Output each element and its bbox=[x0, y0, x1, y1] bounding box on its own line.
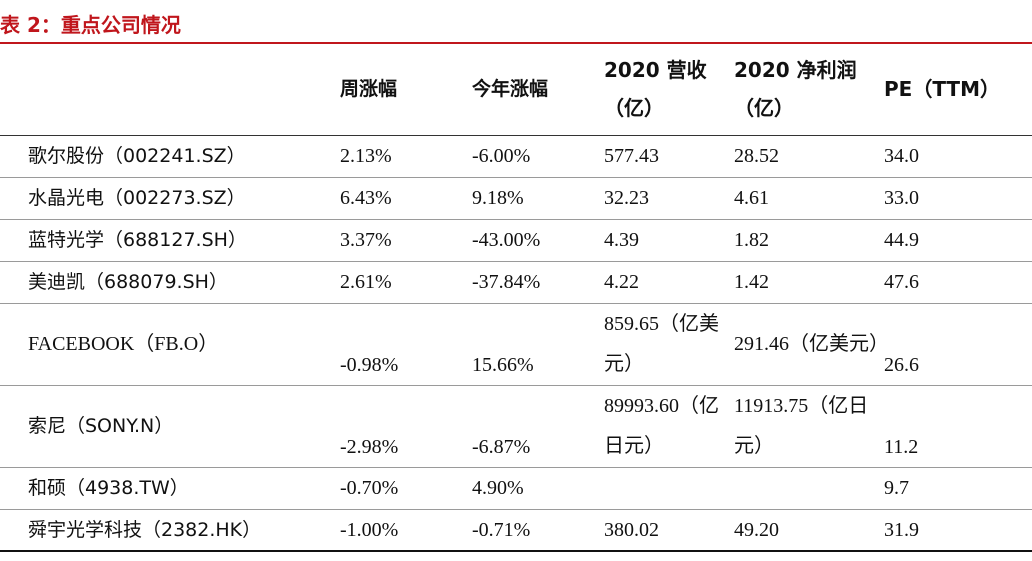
revenue bbox=[604, 467, 734, 509]
company-name: 蓝特光学（688127.SH） bbox=[28, 229, 247, 251]
weekly-change: -1.00% bbox=[340, 518, 399, 541]
ytd-change: 9.18% bbox=[472, 187, 524, 209]
weekly-change: -2.98% bbox=[340, 435, 399, 458]
revenue: 577.43 bbox=[604, 145, 659, 167]
company-name: 美迪凯（688079.SH） bbox=[28, 271, 228, 293]
net-profit bbox=[734, 467, 884, 509]
ytd-change: -43.00% bbox=[472, 229, 541, 251]
weekly-change: 2.13% bbox=[340, 145, 392, 167]
header-net-profit-line2: （亿） bbox=[734, 96, 794, 121]
net-profit: 1.42 bbox=[734, 271, 769, 293]
weekly-change: -0.98% bbox=[340, 353, 399, 376]
pe-ttm: 44.9 bbox=[884, 229, 919, 251]
net-profit: 11913.75（亿日元） bbox=[734, 395, 869, 457]
header-net-profit-line1: 2020 净利润 bbox=[734, 58, 857, 83]
header-ytd-change: 今年涨幅 bbox=[472, 78, 549, 101]
company-name: FACEBOOK（FB.O） bbox=[28, 333, 219, 355]
company-name: 歌尔股份（002241.SZ） bbox=[28, 145, 246, 167]
pe-ttm: 34.0 bbox=[884, 145, 919, 167]
company-name: 水晶光电（002273.SZ） bbox=[28, 187, 246, 209]
company-table: 周涨幅 今年涨幅 2020 营收 （亿） 2020 净利润 （亿） PE（TTM… bbox=[0, 44, 1032, 552]
table-row: 和硕（4938.TW） -0.70% 4.90% 9.7 bbox=[0, 467, 1032, 509]
weekly-change: -0.70% bbox=[340, 477, 399, 499]
table-header-row: 周涨幅 今年涨幅 2020 营收 （亿） 2020 净利润 （亿） PE（TTM… bbox=[0, 44, 1032, 135]
header-revenue-line2: （亿） bbox=[604, 96, 664, 121]
ytd-change: 15.66% bbox=[472, 353, 534, 376]
net-profit: 4.61 bbox=[734, 187, 769, 209]
title-rule bbox=[0, 42, 1032, 44]
table-row: 美迪凯（688079.SH） 2.61% -37.84% 4.22 1.42 4… bbox=[0, 261, 1032, 303]
ytd-change: -6.00% bbox=[472, 145, 531, 167]
net-profit: 49.20 bbox=[734, 518, 779, 541]
table-title: 表 2：重点公司情况 bbox=[0, 13, 181, 37]
pe-ttm: 9.7 bbox=[884, 477, 909, 499]
table-row: 水晶光电（002273.SZ） 6.43% 9.18% 32.23 4.61 3… bbox=[0, 177, 1032, 219]
header-weekly-change: 周涨幅 bbox=[340, 78, 398, 101]
header-net-profit: 2020 净利润 （亿） bbox=[734, 44, 884, 135]
weekly-change: 3.37% bbox=[340, 229, 392, 251]
company-name: 舜宇光学科技（2382.HK） bbox=[28, 518, 262, 541]
weekly-change: 6.43% bbox=[340, 187, 392, 209]
company-name: 和硕（4938.TW） bbox=[28, 477, 189, 499]
pe-ttm: 11.2 bbox=[884, 435, 919, 458]
table-row: 舜宇光学科技（2382.HK） -1.00% -0.71% 380.02 49.… bbox=[0, 509, 1032, 551]
table-row: 蓝特光学（688127.SH） 3.37% -43.00% 4.39 1.82 … bbox=[0, 219, 1032, 261]
revenue: 32.23 bbox=[604, 187, 649, 209]
revenue: 4.39 bbox=[604, 229, 639, 251]
revenue: 89993.60（亿日元） bbox=[604, 395, 719, 457]
ytd-change: -0.71% bbox=[472, 518, 531, 541]
net-profit: 28.52 bbox=[734, 145, 779, 167]
net-profit: 291.46（亿美元） bbox=[734, 333, 884, 355]
weekly-change: 2.61% bbox=[340, 271, 392, 293]
ytd-change: -37.84% bbox=[472, 271, 541, 293]
net-profit: 1.82 bbox=[734, 229, 769, 251]
revenue: 859.65（亿美元） bbox=[604, 313, 719, 375]
pe-ttm: 26.6 bbox=[884, 353, 919, 376]
table-row: 歌尔股份（002241.SZ） 2.13% -6.00% 577.43 28.5… bbox=[0, 135, 1032, 177]
pe-ttm: 31.9 bbox=[884, 518, 919, 541]
header-revenue: 2020 营收 （亿） bbox=[604, 44, 734, 135]
revenue: 380.02 bbox=[604, 518, 659, 541]
table-row: 索尼（SONY.N） -2.98% -6.87% 89993.60（亿日元） 1… bbox=[0, 385, 1032, 467]
company-name: 索尼（SONY.N） bbox=[28, 415, 174, 437]
ytd-change: -6.87% bbox=[472, 435, 531, 458]
pe-ttm: 47.6 bbox=[884, 271, 919, 293]
pe-ttm: 33.0 bbox=[884, 187, 919, 209]
header-pe: PE（TTM） bbox=[884, 77, 1000, 102]
ytd-change: 4.90% bbox=[472, 477, 524, 499]
revenue: 4.22 bbox=[604, 271, 639, 293]
header-company bbox=[0, 44, 340, 135]
header-revenue-line1: 2020 营收 bbox=[604, 58, 707, 83]
table-row: FACEBOOK（FB.O） -0.98% 15.66% 859.65（亿美元）… bbox=[0, 303, 1032, 385]
